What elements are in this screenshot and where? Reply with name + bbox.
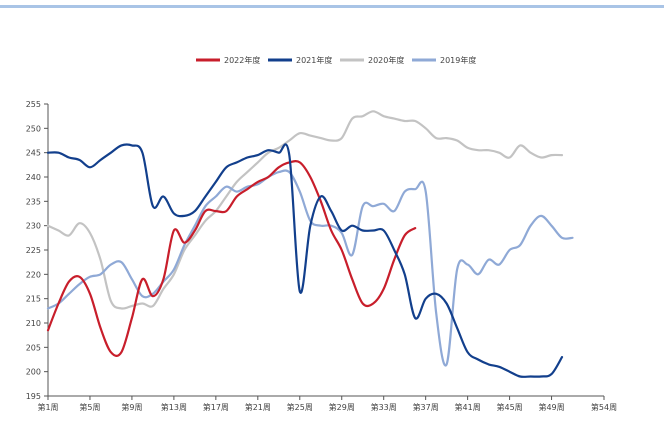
series-line-2019年度 — [46, 169, 574, 367]
x-tick-label: 第5周 — [79, 402, 100, 412]
x-tick-label: 第49周 — [538, 402, 564, 412]
y-tick-label: 215 — [26, 295, 41, 304]
chart-legend: 2022年度 2021年度 2020年度 2019年度 — [196, 55, 476, 65]
x-tick-label: 第41周 — [455, 402, 481, 412]
x-tick-label: 第33周 — [371, 402, 397, 412]
legend-label: 2021年度 — [296, 55, 332, 65]
x-tick-label: 第54周 — [591, 402, 617, 412]
legend-label: 2022年度 — [224, 55, 260, 65]
y-tick-label: 195 — [26, 392, 41, 401]
x-tick-label: 第17周 — [203, 402, 229, 412]
y-tick-label: 205 — [26, 343, 41, 352]
y-tick-label: 210 — [26, 319, 41, 328]
y-tick-label: 225 — [26, 246, 41, 255]
x-axis: 第1周 第5周 第9周 第13周 第17周 第21周 第25周 第29周 第33周 第37周 第41… — [37, 395, 617, 412]
x-tick-label: 第25周 — [287, 402, 313, 412]
series-line-2021年度 — [46, 143, 564, 378]
y-tick-label: 200 — [26, 368, 41, 377]
top-accent-rule — [0, 5, 664, 8]
y-tick-label: 230 — [26, 222, 41, 231]
y-tick-label: 235 — [26, 197, 41, 206]
y-tick-label: 240 — [26, 173, 41, 182]
x-tick-label: 第45周 — [496, 402, 522, 412]
x-tick-label: 第37周 — [413, 402, 439, 412]
x-tick-label: 第13周 — [161, 402, 187, 412]
x-tick-label: 第21周 — [245, 402, 271, 412]
x-tick-label: 第1周 — [37, 402, 58, 412]
series-line-2022年度 — [46, 160, 417, 357]
y-axis: 195 200 205 210 215 220 225 230 235 240 245 250 255 — [26, 100, 49, 401]
legend-label: 2019年度 — [440, 55, 476, 65]
y-tick-label: 220 — [26, 270, 41, 279]
y-tick-label: 255 — [26, 100, 41, 109]
y-tick-label: 245 — [26, 149, 41, 158]
series-lines — [46, 110, 574, 378]
x-tick-label: 第9周 — [121, 402, 142, 412]
x-tick-label: 第29周 — [329, 402, 355, 412]
y-tick-label: 250 — [26, 124, 41, 133]
legend-label: 2020年度 — [368, 55, 404, 65]
series-line-2020年度 — [46, 110, 564, 310]
